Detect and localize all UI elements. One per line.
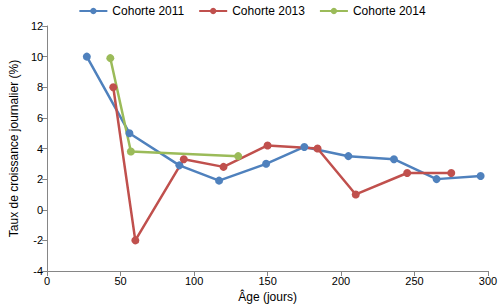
svg-text:150: 150 xyxy=(258,275,276,287)
svg-text:100: 100 xyxy=(185,275,203,287)
svg-text:Cohorte 2011: Cohorte 2011 xyxy=(112,4,184,18)
svg-text:50: 50 xyxy=(114,275,126,287)
svg-text:8: 8 xyxy=(37,81,43,93)
svg-text:-2: -2 xyxy=(33,234,43,246)
svg-text:Cohorte 2013: Cohorte 2013 xyxy=(232,4,305,18)
svg-text:10: 10 xyxy=(31,51,43,63)
svg-text:12: 12 xyxy=(31,20,43,32)
svg-text:200: 200 xyxy=(332,275,350,287)
svg-text:6: 6 xyxy=(37,112,43,124)
svg-text:0: 0 xyxy=(44,275,50,287)
svg-text:2: 2 xyxy=(37,173,43,185)
svg-text:Âge (jours): Âge (jours) xyxy=(238,289,297,304)
svg-text:250: 250 xyxy=(405,275,423,287)
svg-text:300: 300 xyxy=(479,275,497,287)
svg-text:-4: -4 xyxy=(33,265,43,277)
svg-text:Cohorte 2014: Cohorte 2014 xyxy=(353,4,426,18)
svg-text:Taux de croissance journalier: Taux de croissance journalier (%) xyxy=(7,60,21,237)
svg-text:0: 0 xyxy=(37,204,43,216)
svg-text:4: 4 xyxy=(37,143,43,155)
